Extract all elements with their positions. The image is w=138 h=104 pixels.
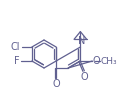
Text: CH₃: CH₃ bbox=[100, 56, 117, 66]
Text: F: F bbox=[14, 56, 20, 66]
Text: O: O bbox=[52, 79, 60, 89]
Text: N: N bbox=[78, 35, 85, 46]
Text: O: O bbox=[81, 72, 88, 82]
Text: Cl: Cl bbox=[10, 42, 20, 52]
Text: O: O bbox=[93, 56, 100, 66]
